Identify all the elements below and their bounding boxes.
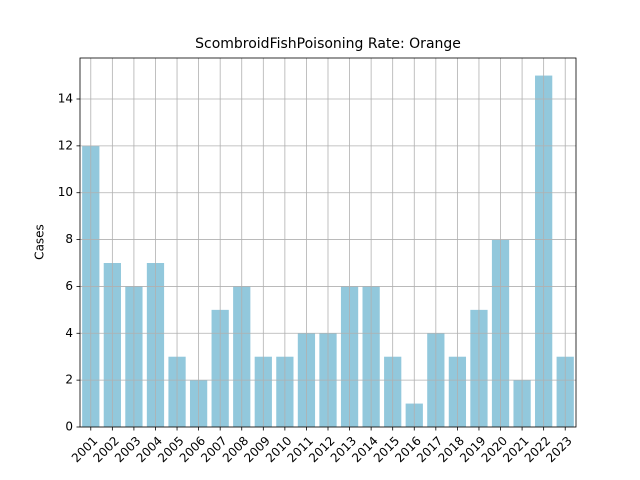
- y-tick-label: 6: [65, 279, 73, 293]
- x-axis-label: Year: [314, 479, 340, 480]
- y-tick-label: 2: [65, 373, 73, 387]
- y-tick-label: 8: [65, 232, 73, 246]
- chart-title: ScombroidFishPoisoning Rate: Orange: [195, 36, 461, 52]
- plot-frame: [79, 57, 577, 428]
- y-tick-label: 14: [58, 92, 73, 106]
- y-tick-label: 12: [58, 138, 73, 152]
- y-axis-label: Cases: [33, 224, 47, 260]
- y-tick-label: 0: [65, 420, 73, 434]
- y-tick-label: 10: [58, 185, 73, 199]
- y-tick-label: 4: [65, 326, 73, 340]
